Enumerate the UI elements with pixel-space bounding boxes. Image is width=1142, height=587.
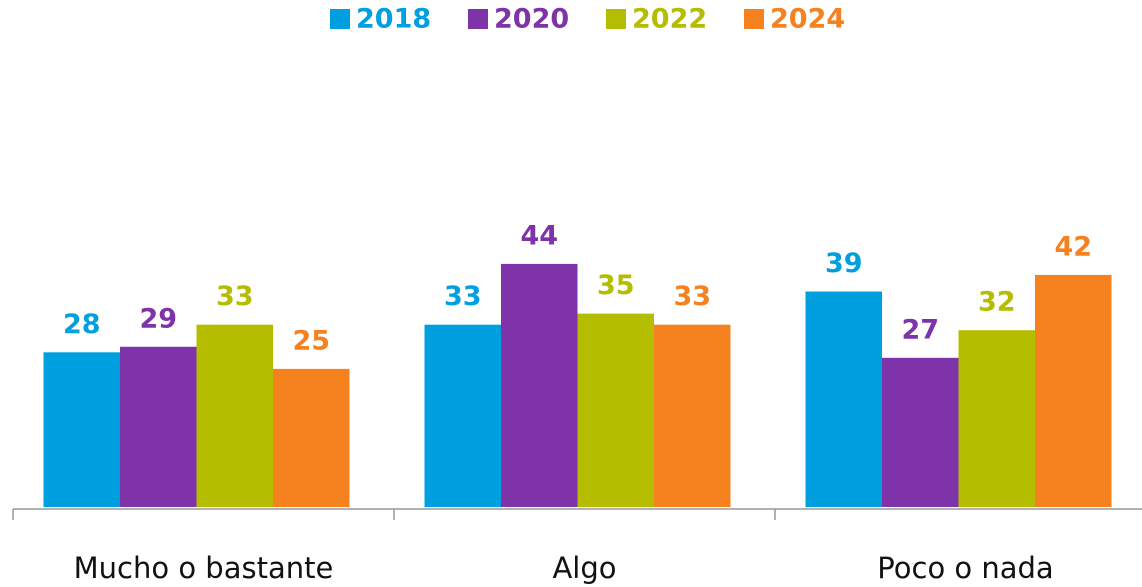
legend-label: 2022 [632,4,707,35]
bar [805,291,882,507]
legend-label: 2020 [494,4,569,35]
bar [654,324,731,507]
bar [882,357,959,507]
legend-label: 2024 [770,4,845,35]
x-tick-label: Poco o nada [877,551,1053,585]
value-label: 39 [825,248,863,279]
legend-label: 2018 [356,4,431,35]
value-label: 29 [139,303,177,334]
bar [43,352,120,507]
value-label: 42 [1054,231,1092,262]
value-label: 44 [520,220,558,251]
value-label: 33 [673,281,711,312]
value-label: 32 [978,287,1016,318]
value-label: 25 [292,325,330,356]
bar [958,330,1035,507]
value-label: 33 [444,281,482,312]
bar [196,324,273,507]
x-tick-label: Algo [552,551,616,585]
bar [273,368,350,507]
legend-swatch [606,9,626,29]
bar [501,263,578,507]
value-label: 33 [216,281,254,312]
value-label: 28 [63,309,101,340]
legend-swatch [468,9,488,29]
legend-swatch [330,9,350,29]
value-label: 35 [597,270,635,301]
legend-swatch [744,9,764,29]
bar [424,324,501,507]
bar [120,346,197,507]
bar [577,313,654,507]
value-label: 27 [901,314,939,345]
x-tick-label: Mucho o bastante [74,551,334,585]
bar [1035,274,1112,507]
